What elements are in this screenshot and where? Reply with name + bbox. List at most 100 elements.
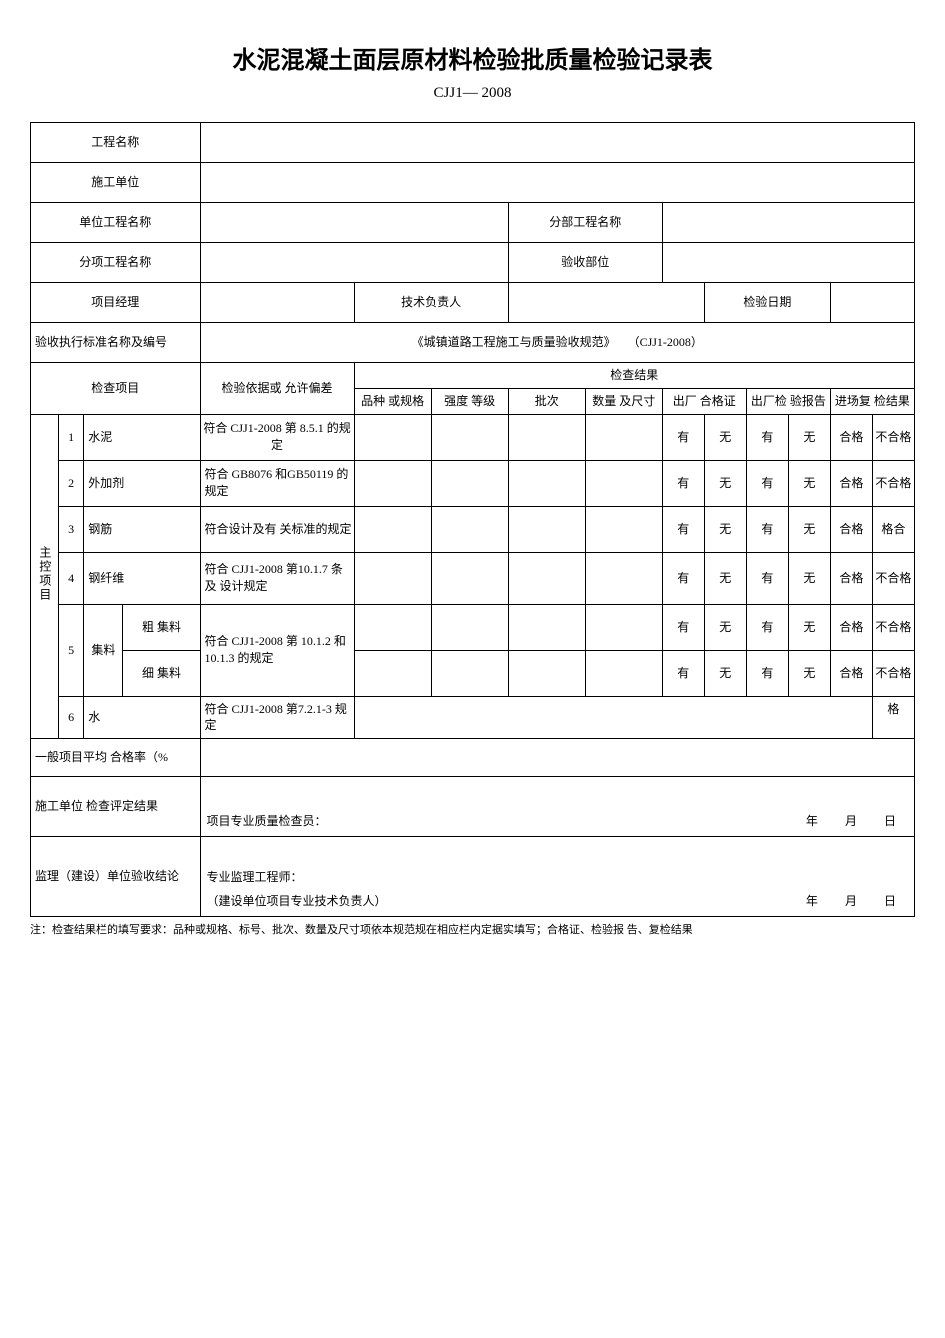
item-basis: 符合设计及有 关标准的规定 — [200, 506, 354, 552]
recheck-fail: 不合格 — [872, 460, 914, 506]
construction-unit-value — [200, 163, 915, 203]
recheck-pass: 合格 — [830, 414, 872, 460]
strength-header: 强度 等级 — [431, 388, 508, 414]
recheck-fail: 不合格 — [872, 552, 914, 604]
cell — [354, 460, 431, 506]
cert-yes: 有 — [662, 604, 704, 650]
cell — [585, 552, 662, 604]
standard-value: 《城镇道路工程施工与质量验收规范》 （CJJ1-2008） — [200, 323, 915, 363]
item-num: 2 — [59, 460, 84, 506]
supervisor-engineer-label: 专业监理工程师： — [207, 870, 303, 884]
cell — [508, 552, 585, 604]
inspection-date-label: 检验日期 — [704, 283, 830, 323]
recheck-ge: 格 — [872, 696, 914, 739]
item-basis: 符合 CJJ1-2008 第 8.5.1 的规定 — [200, 414, 354, 460]
report-yes: 有 — [746, 650, 788, 696]
construction-result-value: 项目专业质量检查员： 年 月 日 — [200, 777, 915, 837]
construction-result-label: 施工单位 检查评定结果 — [31, 777, 201, 837]
cell — [585, 414, 662, 460]
recheck-pass: 合格 — [830, 460, 872, 506]
cert-no: 无 — [704, 604, 746, 650]
document-subtitle: CJJ1— 2008 — [30, 85, 915, 102]
item-name: 水泥 — [84, 414, 200, 460]
cell — [585, 604, 662, 650]
cell — [431, 552, 508, 604]
document-title: 水泥混凝土面层原材料检验批质量检验记录表 — [30, 40, 915, 75]
cell — [431, 604, 508, 650]
unit-project-name-value — [200, 203, 508, 243]
project-manager-value — [200, 283, 354, 323]
cell — [585, 460, 662, 506]
cell — [508, 506, 585, 552]
batch-header: 批次 — [508, 388, 585, 414]
cert-no: 无 — [704, 460, 746, 506]
supervision-label: 监理（建设）单位验收结论 — [31, 837, 201, 917]
recheck-pass: 合格 — [830, 604, 872, 650]
report-yes: 有 — [746, 552, 788, 604]
report-yes: 有 — [746, 460, 788, 506]
cert-yes: 有 — [662, 650, 704, 696]
cell — [508, 604, 585, 650]
tech-leader-label: 技术负责人 — [354, 283, 508, 323]
report-no: 无 — [788, 552, 830, 604]
cell — [431, 460, 508, 506]
avg-rate-label: 一般项目平均 合格率（% — [31, 739, 201, 777]
cert-no: 无 — [704, 650, 746, 696]
cell — [354, 696, 872, 739]
cert-header: 出厂 合格证 — [662, 388, 746, 414]
cell — [354, 650, 431, 696]
supervision-value: 专业监理工程师： （建设单位项目专业技术负责人） 年 月 日 — [200, 837, 915, 917]
month-label: 月 — [845, 894, 857, 908]
project-name-label: 工程名称 — [31, 123, 201, 163]
item-num: 1 — [59, 414, 84, 460]
cell — [508, 414, 585, 460]
cert-yes: 有 — [662, 460, 704, 506]
inspection-date-value — [830, 283, 914, 323]
item-basis: 符合 GB8076 和GB50119 的规定 — [200, 460, 354, 506]
item-sub-name: 粗 集料 — [123, 604, 200, 650]
year-label: 年 — [806, 894, 818, 908]
acceptance-part-label: 验收部位 — [508, 243, 662, 283]
cell — [431, 506, 508, 552]
item-name: 钢纤维 — [84, 552, 200, 604]
recheck-pass: 合格 — [830, 552, 872, 604]
cert-yes: 有 — [662, 506, 704, 552]
cell — [508, 460, 585, 506]
item-num: 6 — [59, 696, 84, 739]
division-project-name-value — [662, 203, 914, 243]
cell — [431, 414, 508, 460]
avg-rate-value — [200, 739, 915, 777]
construction-unit-label: 施工单位 — [31, 163, 201, 203]
inspection-form-table: 工程名称 施工单位 单位工程名称 分部工程名称 分项工程名称 验收部位 项目经理… — [30, 122, 915, 917]
day-label: 日 — [884, 894, 896, 908]
recheck-header: 进场复 检结果 — [830, 388, 914, 414]
report-yes: 有 — [746, 414, 788, 460]
report-yes: 有 — [746, 604, 788, 650]
day-label: 日 — [884, 814, 896, 828]
standard-label: 验收执行标准名称及编号 — [31, 323, 201, 363]
item-basis: 符合 CJJ1-2008 第10.1.7 条及 设计规定 — [200, 552, 354, 604]
recheck-fail: 不合格 — [872, 604, 914, 650]
footnote: 注：检查结果栏的填写要求：品种或规格、标号、批次、数量及尺寸项依本规范规在相应栏… — [30, 921, 915, 937]
cell — [431, 650, 508, 696]
cell — [585, 506, 662, 552]
recheck-pass: 合格 — [830, 650, 872, 696]
item-name: 外加剂 — [84, 460, 200, 506]
basis-header: 检验依据或 允许偏差 — [200, 363, 354, 415]
unit-project-name-label: 单位工程名称 — [31, 203, 201, 243]
report-header: 出厂检 验报告 — [746, 388, 830, 414]
owner-tech-leader-label: （建设单位项目专业技术负责人） — [207, 894, 387, 908]
spec-header: 品种 或规格 — [354, 388, 431, 414]
project-manager-label: 项目经理 — [31, 283, 201, 323]
project-name-value — [200, 123, 915, 163]
cert-yes: 有 — [662, 552, 704, 604]
division-project-name-label: 分部工程名称 — [508, 203, 662, 243]
quality-inspector-label: 项目专业质量检查员： — [207, 814, 327, 828]
report-no: 无 — [788, 604, 830, 650]
tech-leader-value — [508, 283, 704, 323]
report-yes: 有 — [746, 506, 788, 552]
main-control-label: 主控项目 — [31, 414, 59, 739]
cert-no: 无 — [704, 414, 746, 460]
cert-yes: 有 — [662, 414, 704, 460]
subdivision-project-name-value — [200, 243, 508, 283]
